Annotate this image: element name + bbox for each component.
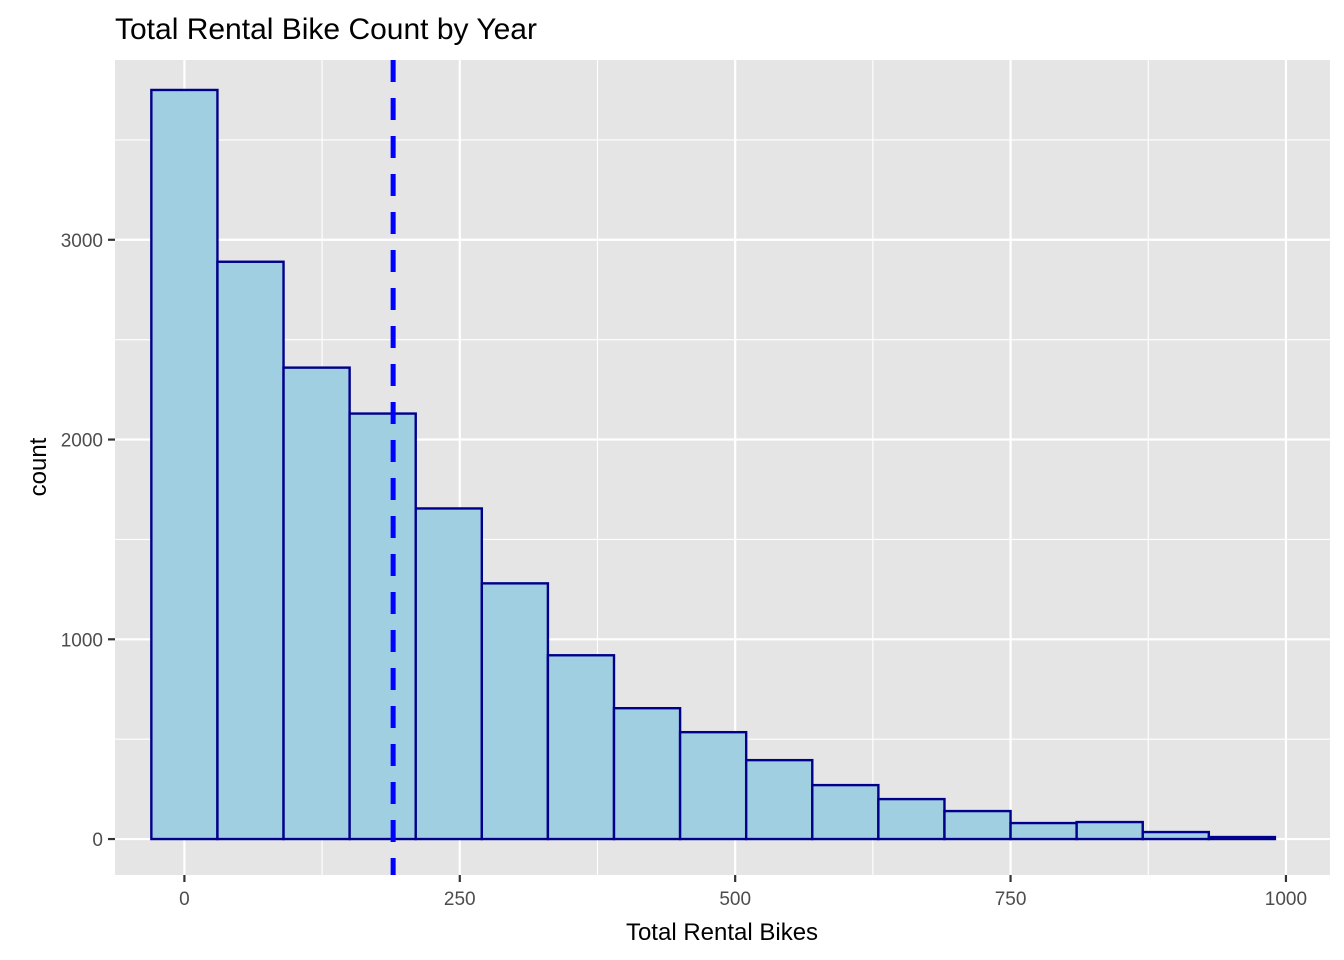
histogram-bar [150, 88, 219, 841]
histogram-bar [1009, 821, 1078, 841]
chart-title: Total Rental Bike Count by Year [115, 13, 537, 46]
x-tick-label: 0 [179, 889, 190, 910]
x-axis: 0 250 500 750 1000 [179, 875, 1307, 910]
histogram-bar [943, 809, 1012, 841]
minor-gridlines [115, 60, 1330, 875]
histogram-bar [877, 797, 946, 841]
histogram-bar [811, 783, 880, 841]
histogram-bar [480, 582, 550, 841]
x-tick-label: 500 [719, 889, 751, 910]
histogram-bar [678, 730, 748, 841]
histogram-bar [282, 366, 351, 841]
histogram-bar [612, 707, 682, 841]
histogram-bar [348, 412, 417, 841]
x-tick-label: 750 [995, 889, 1027, 910]
histogram-bars [150, 88, 1277, 841]
histogram-bar [546, 654, 616, 841]
x-axis-title: Total Rental Bikes [626, 919, 818, 946]
histogram-bar [1075, 820, 1144, 841]
y-tick-label: 0 [92, 830, 103, 851]
y-axis: 0 1000 2000 3000 [61, 231, 115, 851]
x-tick-label: 250 [444, 889, 476, 910]
y-tick-label: 3000 [61, 231, 103, 252]
y-axis-title: count [25, 437, 52, 496]
histogram-bar [1141, 830, 1211, 841]
histogram-bar [414, 507, 484, 841]
y-tick-label: 2000 [61, 431, 103, 452]
histogram-bar [744, 758, 814, 841]
histogram-bar [216, 260, 285, 841]
x-tick-label: 1000 [1265, 889, 1307, 910]
histogram-bar [1207, 835, 1277, 841]
y-tick-label: 1000 [61, 630, 103, 651]
